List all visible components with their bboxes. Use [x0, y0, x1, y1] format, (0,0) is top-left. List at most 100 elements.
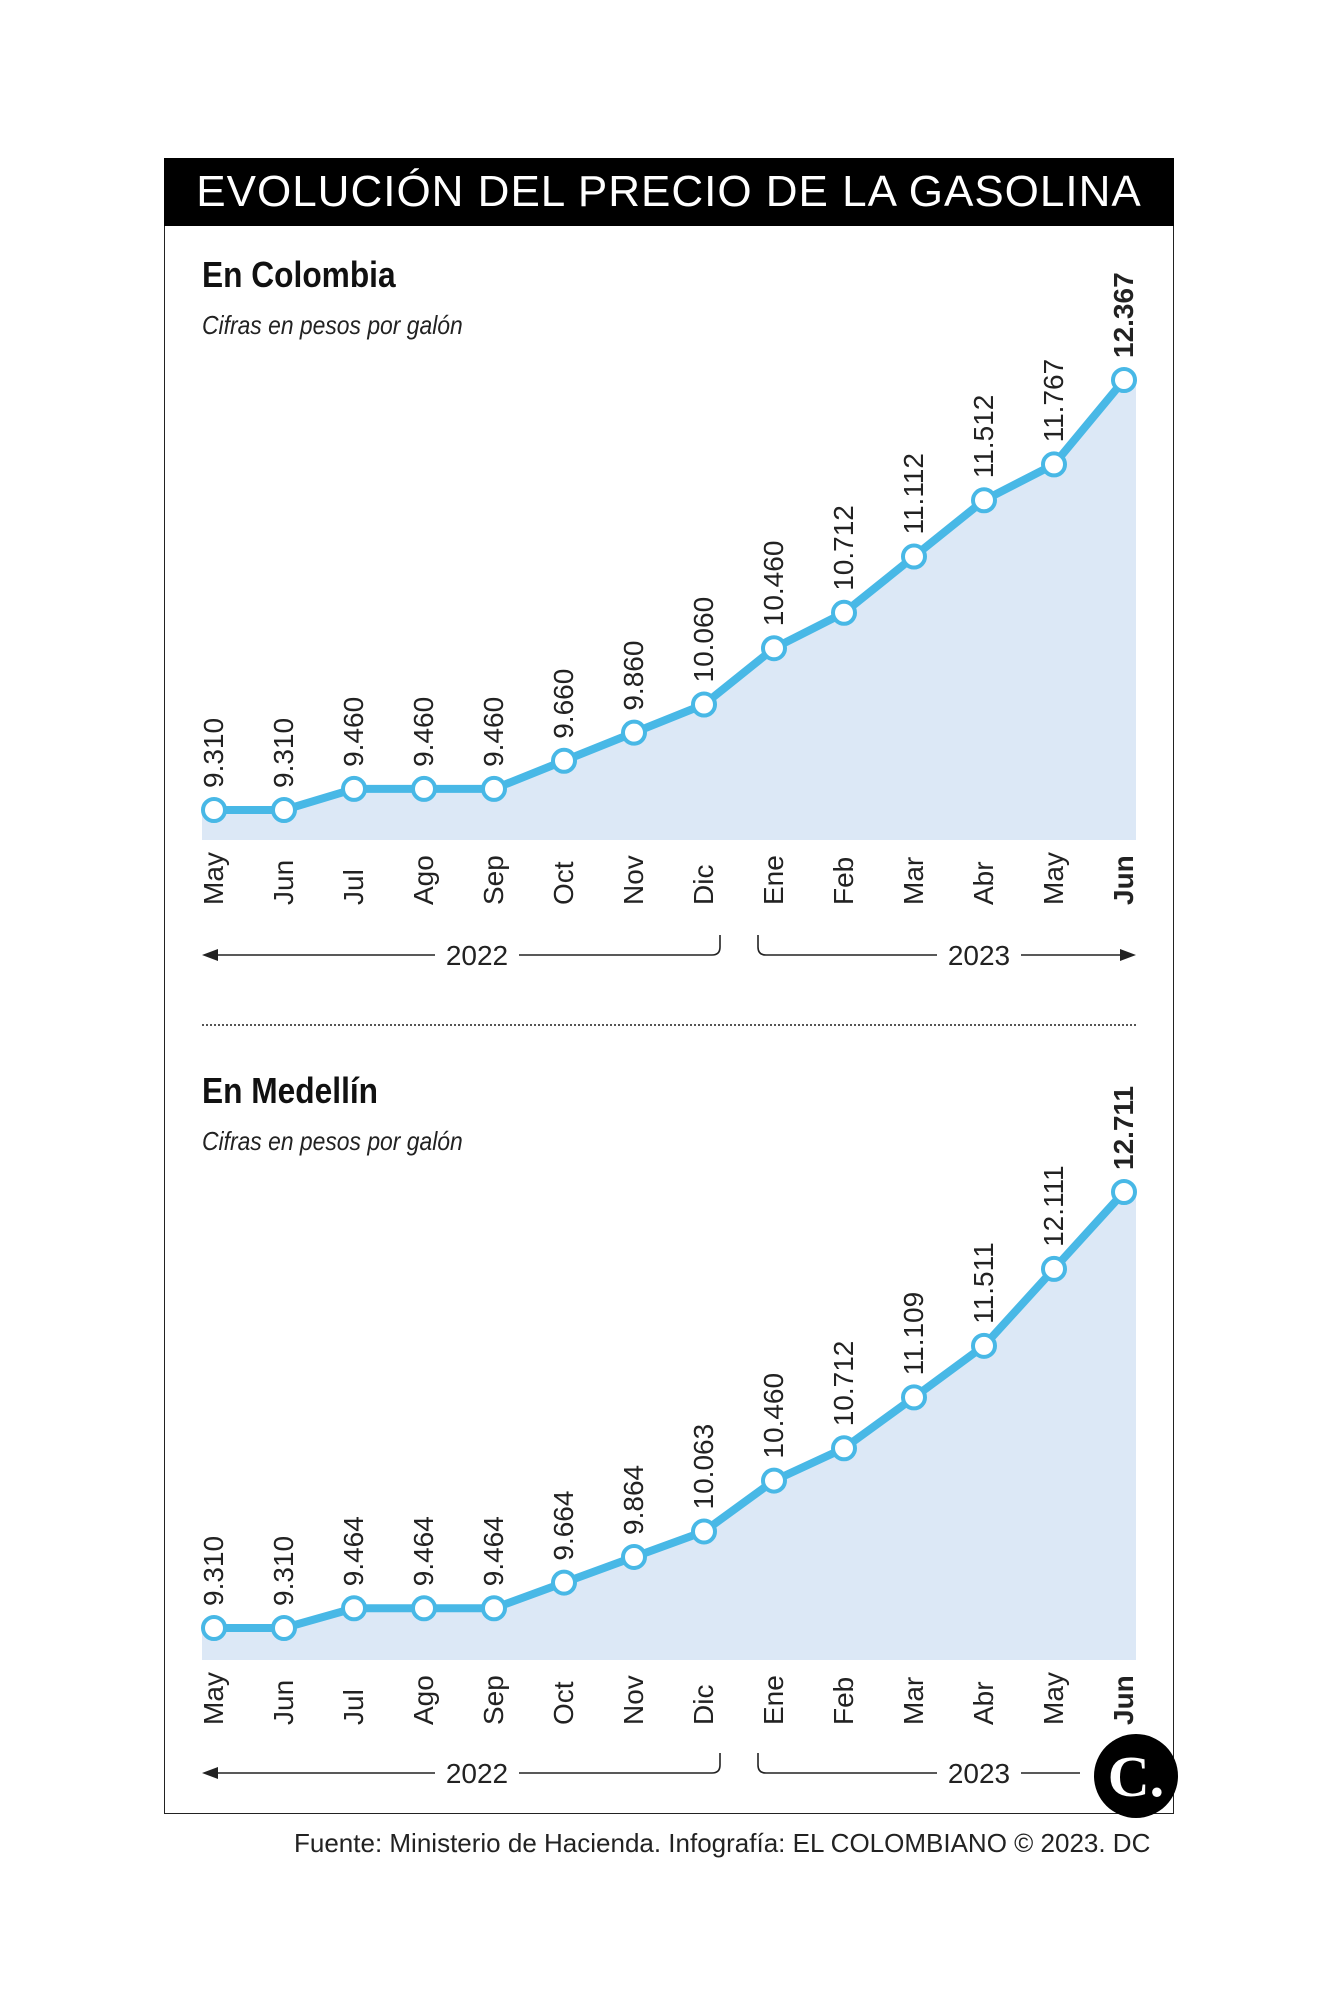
- data-label: 10.063: [688, 1424, 719, 1510]
- data-point: [831, 599, 857, 626]
- data-point: [271, 797, 297, 823]
- x-tick-label: Jun: [1108, 855, 1139, 905]
- data-label: 9.460: [408, 697, 439, 767]
- chart-colombia: 9.310 9.310 9.460 9.460 9.460 9.660 9.860 10.06…: [198, 272, 1139, 971]
- data-point: [901, 543, 927, 570]
- year-bracket: [757, 935, 1122, 956]
- data-point: [761, 635, 787, 662]
- x-tick-label: Jul: [338, 1689, 369, 1725]
- data-point: [201, 1615, 227, 1641]
- x-tick-label: May: [1038, 852, 1069, 905]
- data-label: 11.511: [968, 1242, 999, 1323]
- data-label: 11.112: [898, 453, 929, 534]
- data-label: 9.310: [198, 1536, 229, 1606]
- x-tick-label: Dic: [688, 1685, 719, 1725]
- data-label: 9.660: [548, 669, 579, 739]
- year-label: 2023: [948, 1758, 1010, 1789]
- data-point: [691, 691, 717, 718]
- data-label: 9.464: [338, 1516, 369, 1586]
- x-tick-label: Sep: [478, 855, 509, 905]
- x-tick-label: Mar: [898, 857, 929, 905]
- x-tick-label: Abr: [968, 861, 999, 905]
- data-label: 9.664: [548, 1491, 579, 1561]
- chart-subtitle-colombia: Cifras en pesos por galón: [202, 310, 463, 340]
- data-label: 9.860: [618, 641, 649, 711]
- data-point: [1041, 1255, 1067, 1282]
- data-label: 10.460: [758, 541, 789, 627]
- x-tick-label: May: [198, 1672, 229, 1725]
- chart-title-medellin: En Medellín: [202, 1070, 379, 1111]
- data-label: 10.060: [688, 597, 719, 683]
- data-label: 9.310: [198, 718, 229, 788]
- data-point: [481, 775, 507, 802]
- section-divider: [202, 1024, 1136, 1026]
- x-tick-label: Ene: [758, 855, 789, 905]
- source-credit: Fuente: Ministerio de Hacienda. Infograf…: [294, 1828, 1151, 1858]
- x-tick-label: Nov: [618, 1675, 649, 1725]
- data-point: [691, 1518, 717, 1545]
- data-label: 10.460: [758, 1373, 789, 1459]
- data-point: [341, 775, 367, 802]
- data-label: 12.111: [1038, 1165, 1069, 1246]
- x-tick-label: Dic: [688, 865, 719, 905]
- x-tick-label: Jun: [268, 860, 299, 905]
- year-bracket: [757, 1753, 1080, 1774]
- data-point: [621, 1543, 647, 1570]
- data-label: 9.864: [618, 1465, 649, 1535]
- year-label: 2022: [446, 1758, 508, 1789]
- x-tick-label: Feb: [828, 857, 859, 905]
- x-tick-label: Jul: [338, 869, 369, 905]
- chart-medellin: 9.310 9.310 9.464 9.464 9.464 9.664 9.864 10.06…: [198, 1086, 1139, 1789]
- x-tick-label: Oct: [548, 1681, 579, 1725]
- year-label: 2023: [948, 940, 1010, 971]
- data-point: [551, 747, 577, 774]
- chart-subtitle-medellin: Cifras en pesos por galón: [202, 1126, 463, 1156]
- x-tick-label: Ago: [408, 1675, 439, 1725]
- data-label: 10.712: [828, 1341, 859, 1427]
- x-tick-label: Sep: [478, 1675, 509, 1725]
- data-point: [341, 1595, 367, 1622]
- data-point: [971, 487, 997, 514]
- data-label: 9.464: [408, 1516, 439, 1586]
- data-point: [621, 719, 647, 746]
- data-point: [1111, 367, 1137, 393]
- data-point: [1041, 451, 1067, 478]
- data-point: [201, 797, 227, 823]
- x-tick-label: Feb: [828, 1677, 859, 1725]
- data-point: [551, 1569, 577, 1596]
- data-label: 11.512: [968, 395, 999, 479]
- data-label: 11.109: [898, 1292, 929, 1376]
- data-label: 9.460: [338, 697, 369, 767]
- year-bracket: [216, 1753, 721, 1774]
- data-point: [481, 1595, 507, 1622]
- el-colombiano-logo: C.: [1094, 1734, 1178, 1818]
- data-point: [1111, 1179, 1137, 1205]
- data-point: [901, 1384, 927, 1411]
- data-label: 9.310: [268, 1536, 299, 1606]
- data-label: 9.464: [478, 1516, 509, 1586]
- data-label: 12.711: [1108, 1086, 1139, 1170]
- data-label: 11.767: [1038, 359, 1069, 443]
- x-tick-label: May: [1038, 1672, 1069, 1725]
- x-tick-label: May: [198, 852, 229, 905]
- x-tick-label: Abr: [968, 1681, 999, 1725]
- data-point: [271, 1615, 297, 1641]
- data-point: [761, 1467, 787, 1494]
- data-point: [411, 775, 437, 802]
- x-tick-label: Jun: [268, 1680, 299, 1725]
- series-area: [202, 380, 1136, 840]
- x-tick-label: Ago: [408, 855, 439, 905]
- data-label: 9.310: [268, 718, 299, 788]
- x-tick-label: Ene: [758, 1675, 789, 1725]
- series-area: [202, 1192, 1136, 1660]
- x-tick-label: Mar: [898, 1677, 929, 1725]
- chart-title-colombia: En Colombia: [202, 254, 396, 295]
- x-tick-label: Jun: [1108, 1675, 1139, 1725]
- year-bracket: [216, 935, 721, 956]
- x-tick-label: Oct: [548, 861, 579, 905]
- arrow-left-icon: [202, 1767, 218, 1779]
- data-point: [971, 1332, 997, 1359]
- year-label: 2022: [446, 940, 508, 971]
- data-label: 10.712: [828, 505, 859, 591]
